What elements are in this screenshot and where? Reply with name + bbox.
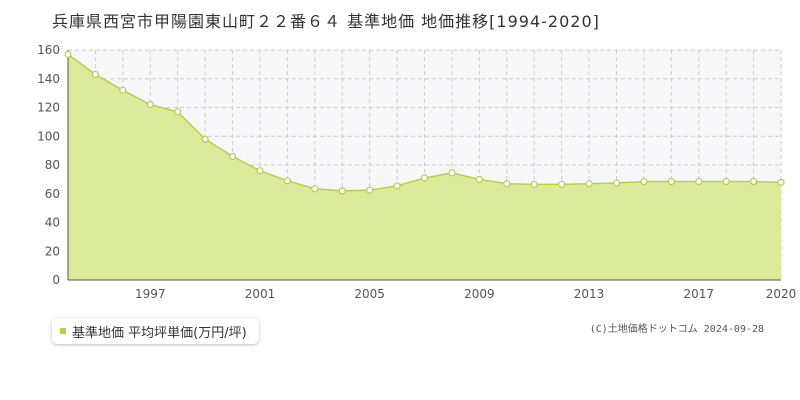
data-point xyxy=(475,175,483,183)
data-point xyxy=(695,178,703,186)
data-point xyxy=(612,179,620,187)
legend-label: 基準地価 平均坪単価(万円/坪) xyxy=(72,325,247,341)
legend-marker-icon xyxy=(60,328,66,334)
data-point xyxy=(585,180,593,188)
data-point xyxy=(283,177,291,185)
data-point xyxy=(750,178,758,186)
y-tick-label: 40 xyxy=(45,216,60,230)
data-point xyxy=(229,152,237,160)
y-tick-label: 160 xyxy=(37,43,60,57)
data-point xyxy=(503,180,511,188)
axes xyxy=(67,50,781,281)
x-tick-label: 2005 xyxy=(354,287,385,301)
x-tick-label: 2001 xyxy=(245,287,276,301)
legend: 基準地価 平均坪単価(万円/坪) xyxy=(52,318,259,344)
data-point xyxy=(558,180,566,188)
x-tick-label: 2009 xyxy=(464,287,495,301)
data-point xyxy=(667,178,675,186)
y-tick-label: 80 xyxy=(45,158,60,172)
data-points xyxy=(64,50,785,195)
x-tick-label: 2020 xyxy=(766,287,797,301)
chart-title: 兵庫県西宮市甲陽園東山町２２番６４ 基準地価 地価推移[1994-2020] xyxy=(52,12,600,31)
data-point xyxy=(311,185,319,193)
data-point xyxy=(91,70,99,78)
y-tick-label: 60 xyxy=(45,187,60,201)
data-point xyxy=(256,167,264,175)
data-point xyxy=(448,169,456,177)
x-tick-label: 2017 xyxy=(683,287,714,301)
tick-labels: 0 20 40 60 80 100 120 140 160 1997 2001 2005 2009 201… xyxy=(37,43,796,301)
data-point xyxy=(777,178,785,186)
data-point xyxy=(393,182,401,190)
data-point xyxy=(146,101,154,109)
data-point xyxy=(119,86,127,94)
x-tick-label: 2013 xyxy=(574,287,605,301)
area-fill xyxy=(68,54,781,280)
data-point xyxy=(640,178,648,186)
data-point xyxy=(64,50,72,58)
y-tick-label: 120 xyxy=(37,101,60,115)
data-point xyxy=(421,174,428,182)
y-tick-label: 100 xyxy=(37,129,60,143)
data-point xyxy=(201,135,209,143)
data-point xyxy=(366,186,374,194)
y-tick-label: 140 xyxy=(37,72,60,86)
data-point xyxy=(722,178,730,186)
y-tick-label: 0 xyxy=(52,273,60,287)
data-point xyxy=(338,187,346,195)
data-point xyxy=(174,108,182,116)
y-tick-label: 20 xyxy=(45,244,60,258)
x-tick-label: 1997 xyxy=(135,287,166,301)
copyright-text: (C)土地価格ドットコム 2024-09-28 xyxy=(589,324,764,335)
data-point xyxy=(530,180,538,188)
